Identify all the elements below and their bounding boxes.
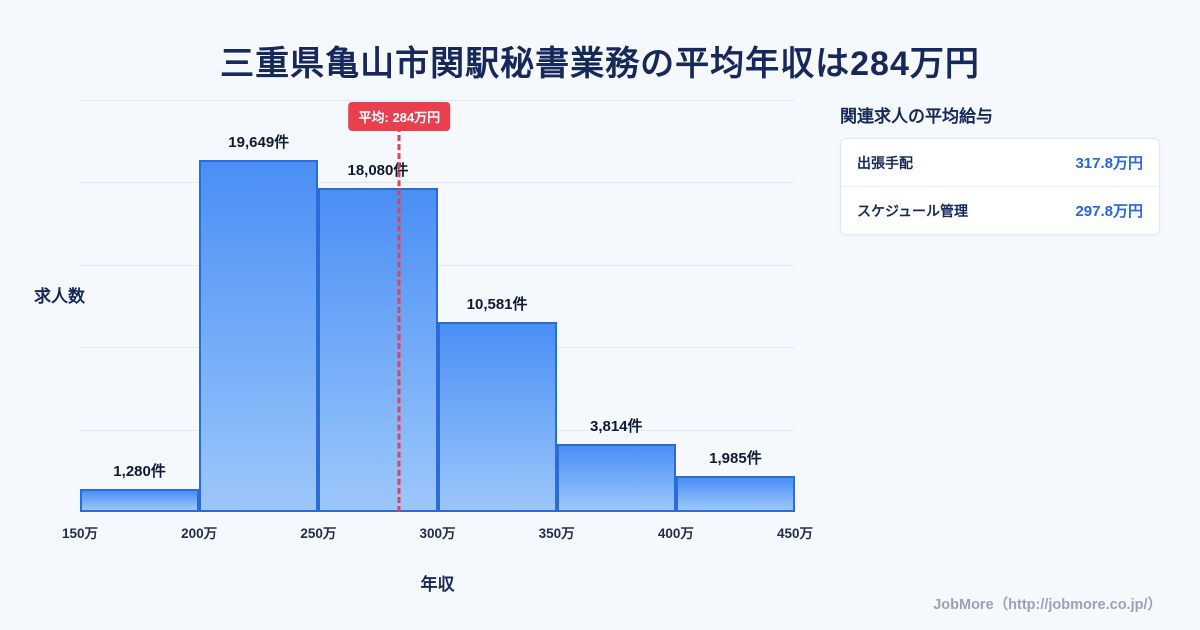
x-axis-label: 年収	[420, 575, 455, 594]
side-panel-heading: 関連求人の平均給与	[840, 107, 993, 126]
gridline	[80, 100, 795, 101]
bar-value-label: 3,814件	[589, 418, 643, 435]
x-tick-label: 200万	[181, 526, 218, 541]
x-tick-label: 150万	[61, 526, 99, 541]
salary-row-value: 317.8万円	[1075, 155, 1143, 172]
x-tick-label: 450万	[776, 526, 814, 541]
bar-column: 1,985件	[675, 100, 796, 512]
bar-value-label: 1,280件	[113, 463, 166, 480]
related-jobs-card: 出張手配 317.8万円スケジュール管理 297.8万円	[840, 138, 1160, 235]
salary-row-value: 297.8万円	[1075, 203, 1143, 220]
histogram-bar	[199, 160, 319, 512]
bar-value-label: 19,649件	[228, 134, 290, 151]
bar-column: 10,581件	[437, 100, 557, 512]
bars-container: 1,280件 19,649件 18,080件 10,581件 3,814件 1,985件	[80, 100, 796, 512]
bar-column: 18,080件	[318, 100, 438, 512]
page-title: 三重県亀山市関駅秘書業務の平均年収は284万円	[220, 45, 980, 83]
bar-column: 3,814件	[556, 100, 676, 512]
bar-value-label: 1,985件	[709, 450, 762, 467]
salary-row-label: スケジュール管理	[857, 202, 969, 219]
histogram-bar	[675, 476, 796, 512]
bar-column: 19,649件	[199, 100, 319, 512]
histogram-bar	[437, 322, 557, 512]
bar-value-label: 18,080件	[347, 162, 409, 179]
average-badge: 平均: 284万円	[348, 102, 451, 131]
histogram-bar	[556, 444, 676, 512]
x-axis-ticks: 150万 200万 250万 300万 350万 400万 450万	[62, 522, 813, 542]
footer-credit: JobMore（http://jobmore.co.jp/）	[933, 597, 1162, 613]
x-tick-label: 300万	[419, 526, 456, 541]
salary-row: スケジュール管理 297.8万円	[841, 186, 1159, 234]
salary-histogram-plot: 1,280件 19,649件 18,080件 10,581件 3,814件 1,985件 平…	[80, 100, 796, 512]
bar-column: 1,280件	[80, 100, 200, 512]
y-axis-label: 求人数	[34, 287, 85, 306]
salary-row-label: 出張手配	[857, 154, 913, 171]
gridline	[80, 182, 795, 184]
x-tick-label: 250万	[300, 526, 337, 541]
x-tick-label: 350万	[538, 526, 575, 541]
histogram-bar	[80, 489, 200, 512]
histogram-bar	[318, 188, 438, 512]
average-line	[397, 126, 401, 512]
x-tick-label: 400万	[657, 526, 694, 541]
salary-row: 出張手配 317.8万円	[841, 139, 1159, 186]
bar-value-label: 10,581件	[466, 296, 528, 313]
